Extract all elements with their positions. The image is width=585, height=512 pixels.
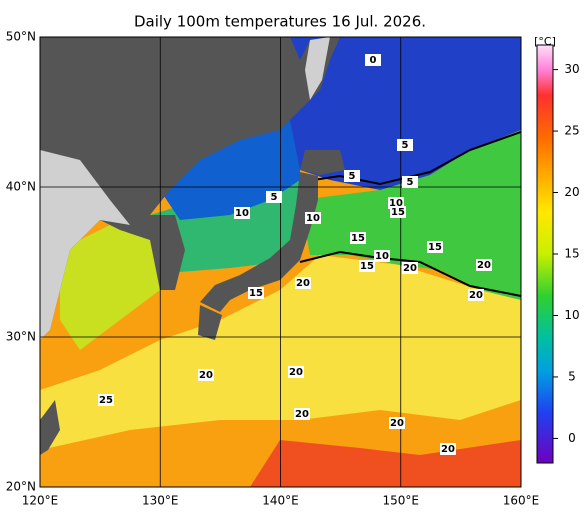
map-title: Daily 100m temperatures 16 Jul. 2026. bbox=[134, 13, 426, 31]
contour-label: 20 bbox=[199, 370, 213, 381]
contour-label-box bbox=[294, 408, 310, 420]
x-tick-label: 150°E bbox=[383, 494, 420, 508]
colorbar-ticks: 0 5 10 15 20 25 30 bbox=[553, 62, 580, 445]
contour-label-box bbox=[344, 170, 360, 182]
contour-label-box bbox=[365, 54, 381, 66]
contour-label-box bbox=[98, 394, 114, 406]
contour-label-box bbox=[359, 260, 375, 272]
contour-label: 20 bbox=[403, 263, 417, 274]
contour-label: 20 bbox=[390, 418, 404, 429]
contour-label-box bbox=[440, 443, 456, 455]
ocean-transition bbox=[300, 130, 521, 300]
contour-label: 10 bbox=[389, 198, 403, 209]
contour-label: 5 bbox=[407, 177, 414, 188]
y-tick-label: 30°N bbox=[6, 330, 36, 344]
x-tick-label: 130°E bbox=[142, 494, 179, 508]
land bbox=[40, 400, 60, 455]
colorbar-tick-label: 25 bbox=[564, 124, 579, 138]
x-tick-label: 120°E bbox=[22, 494, 59, 508]
contour-label: 10 bbox=[375, 251, 389, 262]
colorbar bbox=[536, 44, 554, 464]
colorbar-unit: [°C] bbox=[534, 35, 556, 48]
contour-label-box bbox=[198, 369, 214, 381]
contour-label-box bbox=[389, 417, 405, 429]
contour-label: 15 bbox=[428, 242, 442, 253]
contour-label-box bbox=[402, 262, 418, 274]
yellow-sea bbox=[60, 225, 160, 350]
contour-label: 5 bbox=[402, 140, 409, 151]
land bbox=[40, 37, 340, 340]
contour-label: 15 bbox=[391, 207, 405, 218]
land-light bbox=[305, 37, 330, 100]
y-tick-label: 50°N bbox=[6, 30, 36, 44]
land bbox=[300, 150, 345, 175]
contour-label: 20 bbox=[477, 260, 491, 271]
contour-label: 5 bbox=[271, 192, 278, 203]
contour-label: 15 bbox=[249, 288, 263, 299]
contour-label: 10 bbox=[306, 213, 320, 224]
contour-label: 20 bbox=[289, 367, 303, 378]
y-tick-label: 40°N bbox=[6, 180, 36, 194]
contour-label: 0 bbox=[370, 55, 377, 66]
contour-label-box bbox=[468, 289, 484, 301]
contour-label-box bbox=[350, 232, 366, 244]
ocean-subarctic bbox=[290, 37, 521, 190]
contour-label-box bbox=[295, 277, 311, 289]
contour-label-box bbox=[427, 241, 443, 253]
contour-label: 20 bbox=[296, 278, 310, 289]
contour-label: 5 bbox=[349, 171, 356, 182]
land-light bbox=[40, 150, 130, 340]
graticule bbox=[40, 37, 521, 487]
colorbar-tick-label: 30 bbox=[564, 62, 579, 76]
colorbar-tick-label: 0 bbox=[568, 431, 576, 445]
contour-label-box bbox=[288, 366, 304, 378]
contour-label: 20 bbox=[295, 409, 309, 420]
contour-label: 25 bbox=[99, 395, 113, 406]
front-line bbox=[299, 250, 521, 297]
contour-label-box bbox=[266, 191, 282, 203]
contour-label-box bbox=[476, 259, 492, 271]
contour-label-box bbox=[248, 287, 264, 299]
land bbox=[198, 305, 222, 340]
x-tick-label: 160°E bbox=[503, 494, 540, 508]
contour-label: 20 bbox=[469, 290, 483, 301]
contour-label-box bbox=[402, 176, 418, 188]
contour-label-box bbox=[234, 207, 250, 219]
y-tick-label: 20°N bbox=[6, 480, 36, 494]
x-tick-label: 140°E bbox=[262, 494, 299, 508]
colorbar-tick-label: 5 bbox=[568, 369, 576, 383]
colorbar-tick-label: 10 bbox=[564, 308, 579, 322]
contour-label: 15 bbox=[351, 233, 365, 244]
contour-label-box bbox=[305, 212, 321, 224]
contour-label-box bbox=[374, 250, 390, 262]
contour-label: 10 bbox=[235, 208, 249, 219]
contour-label: 20 bbox=[441, 444, 455, 455]
contour-label-box bbox=[390, 206, 406, 218]
colorbar-tick-label: 15 bbox=[564, 247, 579, 261]
contour-label-box bbox=[397, 139, 413, 151]
colorbar-tick-label: 20 bbox=[564, 185, 579, 199]
land bbox=[200, 172, 318, 312]
map-frame bbox=[39, 36, 522, 488]
contour-label: 15 bbox=[360, 261, 374, 272]
